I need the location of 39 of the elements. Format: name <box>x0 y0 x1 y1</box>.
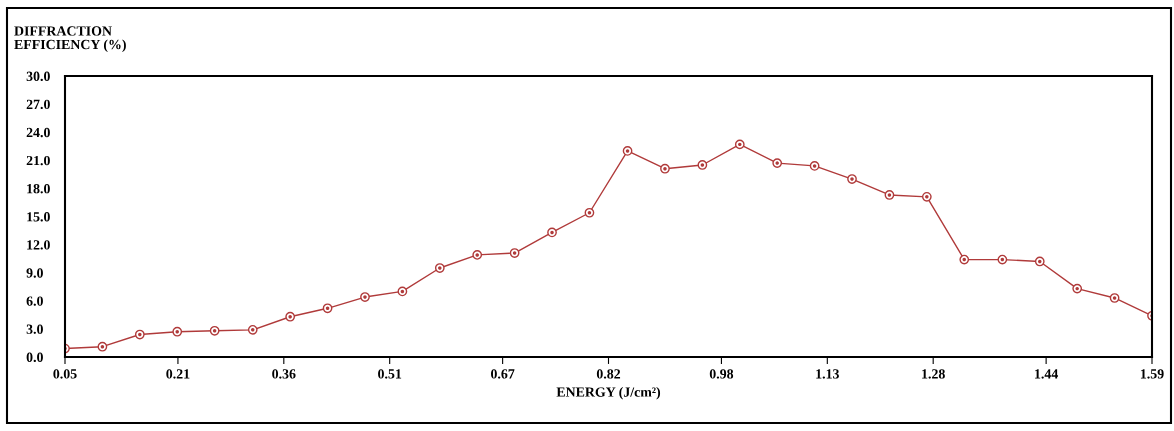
y-tick-label: 12.0 <box>27 240 50 250</box>
x-tick-label: 0.82 <box>596 369 621 379</box>
point <box>921 191 932 202</box>
point <box>172 326 183 337</box>
point <box>1034 256 1045 267</box>
y-axis-title: DIFFRACTION EFFICIENCY (%) <box>14 26 126 52</box>
x-tick-label: 1.28 <box>922 369 945 379</box>
point <box>772 158 783 168</box>
point <box>247 324 258 335</box>
point <box>209 325 220 336</box>
x-tick-label: 0.36 <box>272 369 296 379</box>
y-tick-label: 6.0 <box>26 296 43 306</box>
point <box>1072 283 1083 294</box>
x-tick-label: 0.98 <box>709 369 734 379</box>
y-tick-label: 21.0 <box>26 155 50 166</box>
point <box>472 250 483 260</box>
x-axis-title: ENERGY (J/cm²) <box>556 386 661 400</box>
point <box>134 329 145 340</box>
y-tick-label: 24.0 <box>26 127 50 138</box>
y-tick-label: 18.0 <box>27 183 50 194</box>
y-tick-label: 0.0 <box>26 352 43 363</box>
x-tick-label: 0.05 <box>53 369 77 379</box>
x-tick-label: 1.59 <box>1140 369 1164 379</box>
x-tick-label: 0.21 <box>166 369 190 379</box>
y-tick-label: 9.0 <box>26 268 43 278</box>
y-tick-label: 30.0 <box>26 71 50 82</box>
point <box>959 254 970 265</box>
x-tick-label: 0.67 <box>491 369 515 379</box>
y-tick-label: 15.0 <box>27 212 50 222</box>
point <box>285 311 296 322</box>
point <box>660 163 670 174</box>
point <box>434 263 445 273</box>
y-tick-label: 3.0 <box>26 324 43 334</box>
point <box>734 139 745 150</box>
y-tick-label: 27.0 <box>26 99 50 110</box>
x-tick-label: 0.51 <box>378 369 402 379</box>
x-tick-label: 1.44 <box>1035 369 1059 379</box>
point <box>584 207 595 218</box>
x-tick-label: 1.13 <box>816 369 839 379</box>
